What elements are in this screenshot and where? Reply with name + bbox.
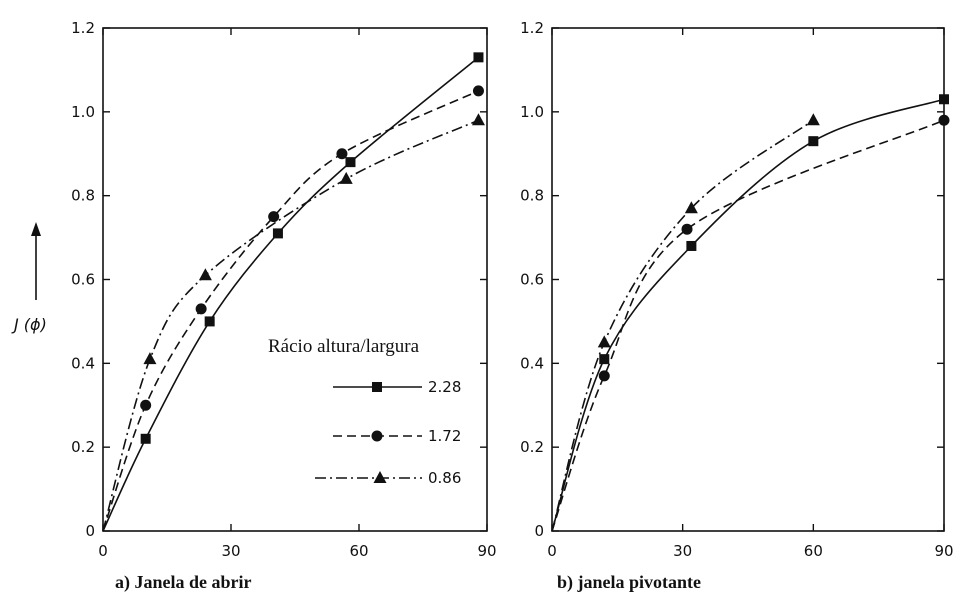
plot-frame [102, 27, 488, 532]
y-tick-label: 0.2 [520, 438, 544, 456]
data-point-0.86 [684, 201, 698, 214]
data-point-2.28 [939, 94, 949, 105]
series-line-1.72 [551, 119, 945, 532]
data-point-2.28 [599, 354, 610, 365]
data-point-2.28 [345, 157, 356, 168]
legend-marker-2.28 [372, 382, 382, 392]
y-tick-label: 0.8 [520, 187, 544, 205]
y-tick-label: 1.0 [520, 103, 544, 121]
data-point-2.28 [686, 240, 697, 251]
y-tick-label: 0 [534, 522, 544, 540]
x-tick-label: 60 [349, 542, 368, 560]
panel-caption: b) janela pivotante [557, 572, 701, 593]
data-point-2.28 [272, 228, 283, 239]
series-line-2.28 [551, 98, 945, 532]
legend: Rácio altura/largura 2.28 1.72 0.86 [268, 336, 461, 487]
data-point-1.72 [140, 399, 152, 411]
data-point-1.72 [938, 114, 950, 126]
data-point-0.86 [198, 268, 212, 281]
data-point-2.28 [140, 433, 151, 444]
panel-caption: a) Janela de abrir [115, 572, 252, 593]
data-point-1.72 [336, 148, 348, 160]
y-tick-label: 0.6 [71, 271, 95, 289]
y-tick-label: 0.4 [71, 354, 95, 372]
y-tick-label: 1.2 [520, 19, 544, 37]
y-tick-label: 0.6 [520, 271, 544, 289]
data-point-1.72 [598, 370, 610, 382]
x-tick-label: 90 [477, 542, 496, 560]
data-point-0.86 [806, 113, 820, 126]
x-tick-label: 30 [673, 542, 692, 560]
data-point-2.28 [204, 316, 215, 327]
x-tick-label: 0 [547, 542, 557, 560]
panel-right: 0 0.2 0.4 0.6 0.8 1.0 1.2 0 30 60 90 b) janela pivo… [520, 19, 953, 593]
data-point-2.28 [473, 52, 484, 63]
y-tick-label: 0.8 [71, 187, 95, 205]
data-point-1.72 [681, 223, 693, 235]
y-axis-label: J (ϕ) [11, 315, 47, 334]
series-line-2.28 [102, 56, 479, 532]
data-point-2.28 [808, 136, 819, 147]
series-line-0.86 [551, 119, 814, 532]
y-tick-label: 1.0 [71, 103, 95, 121]
data-point-1.72 [195, 303, 207, 315]
y-axis-arrow-icon [31, 222, 41, 300]
x-tick-label: 90 [934, 542, 953, 560]
y-tick-label: 0.2 [71, 438, 95, 456]
legend-label: 1.72 [428, 427, 461, 445]
data-point-1.72 [268, 211, 280, 223]
y-tick-label: 1.2 [71, 19, 95, 37]
data-point-0.86 [143, 352, 157, 365]
legend-marker-0.86 [373, 471, 387, 483]
x-tick-label: 60 [804, 542, 823, 560]
legend-title: Rácio altura/largura [268, 336, 420, 357]
x-tick-label: 0 [98, 542, 108, 560]
data-point-0.86 [597, 335, 611, 348]
data-point-0.86 [339, 171, 353, 184]
data-point-0.86 [471, 113, 485, 126]
data-point-1.72 [472, 85, 484, 97]
plot-frame [551, 27, 945, 532]
legend-marker-1.72 [371, 430, 383, 442]
legend-label: 0.86 [428, 469, 461, 487]
y-tick-label: 0 [85, 522, 95, 540]
series-line-0.86 [102, 119, 479, 532]
y-tick-label: 0.4 [520, 354, 544, 372]
legend-label: 2.28 [428, 378, 461, 396]
series-line-1.72 [102, 90, 479, 532]
panel-left: 0 0.2 0.4 0.6 0.8 1.0 1.2 0 30 60 90 a) Janela de a… [11, 19, 497, 593]
x-tick-label: 30 [221, 542, 240, 560]
